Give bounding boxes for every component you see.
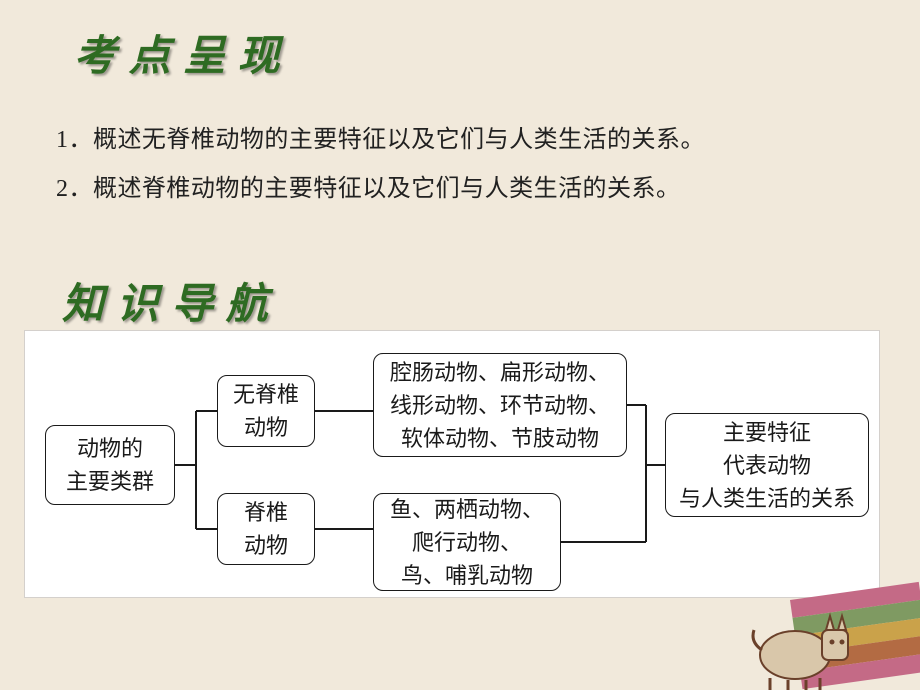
- section-heading-knowledge-nav: 知识导航: [62, 270, 280, 331]
- diagram-node-inv: 无脊椎 动物: [217, 375, 315, 447]
- diagram-node-invlist: 腔肠动物、扁形动物、 线形动物、环节动物、 软体动物、节肢动物: [373, 353, 627, 457]
- list-item: 2．概述脊椎动物的主要特征以及它们与人类生活的关系。: [56, 165, 705, 214]
- diagram-connector: [646, 464, 665, 466]
- diagram-connector: [196, 528, 217, 530]
- diagram-node-vertlist: 鱼、两栖动物、 爬行动物、 鸟、哺乳动物: [373, 493, 561, 591]
- diagram-connector: [175, 464, 196, 466]
- diagram-connector: [627, 404, 646, 406]
- diagram-node-vert: 脊椎 动物: [217, 493, 315, 565]
- diagram-connector: [315, 528, 373, 530]
- diagram-node-root: 动物的 主要类群: [45, 425, 175, 505]
- classification-diagram: 动物的 主要类群无脊椎 动物脊椎 动物腔肠动物、扁形动物、 线形动物、环节动物、…: [24, 330, 880, 598]
- diagram-connector: [195, 411, 197, 529]
- diagram-connector: [561, 541, 646, 543]
- diagram-connector: [196, 410, 217, 412]
- diagram-connector: [645, 405, 647, 542]
- section-heading-exam-points: 考点呈现: [74, 22, 292, 83]
- diagram-node-right: 主要特征 代表动物 与人类生活的关系: [665, 413, 869, 517]
- diagram-connector: [315, 410, 373, 412]
- exam-points-list: 1．概述无脊椎动物的主要特征以及它们与人类生活的关系。 2．概述脊椎动物的主要特…: [56, 116, 705, 215]
- list-item: 1．概述无脊椎动物的主要特征以及它们与人类生活的关系。: [56, 116, 705, 165]
